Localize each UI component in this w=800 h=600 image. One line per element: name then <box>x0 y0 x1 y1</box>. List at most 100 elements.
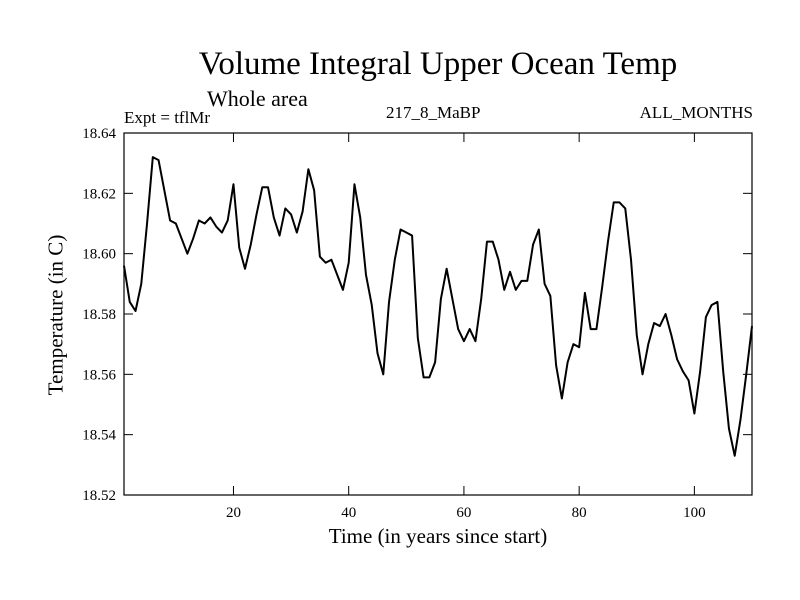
data-point <box>371 304 373 306</box>
data-point <box>641 373 644 375</box>
data-point <box>365 274 367 276</box>
data-point <box>543 283 546 285</box>
data-point <box>313 189 315 191</box>
y-tick-label: 18.56 <box>82 367 116 383</box>
data-point <box>647 343 649 345</box>
data-point <box>584 292 586 294</box>
data-points <box>123 156 753 457</box>
data-point <box>134 310 137 312</box>
data-point <box>186 253 188 255</box>
data-point <box>273 216 275 219</box>
data-point <box>215 225 217 228</box>
data-point <box>250 244 252 246</box>
y-axis-ticks: 18.52 18.54 18.56 18.58 18.60 18.62 18.64 <box>82 126 752 504</box>
data-point <box>538 228 540 231</box>
data-point <box>486 241 488 243</box>
data-point <box>549 295 551 297</box>
data-point <box>497 259 500 261</box>
data-point <box>734 455 736 457</box>
data-point <box>428 376 430 378</box>
data-point <box>624 207 626 210</box>
data-point <box>181 237 183 240</box>
data-point <box>290 213 292 216</box>
data-point <box>198 219 200 222</box>
data-point <box>376 352 379 354</box>
data-point <box>342 289 344 291</box>
data-point <box>348 262 350 264</box>
data-point <box>267 186 269 188</box>
data-point <box>693 412 695 415</box>
data-point <box>330 259 333 261</box>
data-point <box>653 322 655 324</box>
data-point <box>192 237 194 240</box>
data-point <box>463 340 465 342</box>
data-point <box>255 213 258 216</box>
data-point <box>204 222 206 225</box>
data-point <box>480 298 482 300</box>
data-point <box>578 346 580 348</box>
chart-subtitle: Whole area <box>207 86 308 111</box>
data-point <box>561 397 563 400</box>
data-point <box>664 313 667 315</box>
data-point <box>457 328 459 330</box>
data-point <box>636 334 638 336</box>
data-point <box>278 234 281 237</box>
data-point <box>745 373 747 375</box>
data-point <box>567 361 569 363</box>
data-point <box>492 241 494 243</box>
data-point <box>515 289 517 291</box>
y-tick-label: 18.62 <box>82 186 116 202</box>
data-point <box>175 222 177 225</box>
data-point <box>595 328 598 330</box>
data-point <box>123 265 125 267</box>
data-point <box>601 286 603 288</box>
data-point <box>509 271 511 273</box>
x-tick-label: 40 <box>341 505 356 521</box>
data-point <box>296 231 298 234</box>
data-point <box>221 231 223 234</box>
data-point <box>169 219 171 222</box>
data-point <box>307 168 309 170</box>
run-label: 217_8_MaBP <box>386 103 481 122</box>
y-tick-label: 18.54 <box>82 428 116 444</box>
data-point <box>140 283 142 285</box>
data-point <box>682 370 684 372</box>
data-point <box>302 210 304 213</box>
data-point <box>532 244 534 246</box>
data-point <box>705 316 707 318</box>
x-tick-label: 100 <box>683 505 706 521</box>
data-point <box>607 241 609 243</box>
data-point <box>238 247 240 249</box>
data-point <box>699 370 701 372</box>
data-point <box>728 428 730 430</box>
data-point <box>520 280 523 282</box>
data-point <box>613 201 615 203</box>
data-point <box>325 262 327 264</box>
data-point <box>227 219 229 222</box>
data-point <box>716 301 719 303</box>
plot-frame <box>123 132 753 496</box>
data-point <box>446 268 448 270</box>
x-tick-label: 80 <box>572 505 587 521</box>
data-point <box>382 373 384 375</box>
data-point <box>152 156 154 158</box>
data-point <box>209 216 212 219</box>
data-point <box>146 222 148 225</box>
data-point <box>590 328 592 330</box>
data-point <box>394 259 396 261</box>
data-point <box>129 301 131 303</box>
x-tick-label: 20 <box>226 505 241 521</box>
x-axis-label: Time (in years since start) <box>328 524 548 548</box>
data-point <box>417 337 419 339</box>
data-point <box>157 159 160 161</box>
data-point <box>451 298 453 300</box>
data-point <box>232 183 235 185</box>
data-point <box>388 301 390 303</box>
data-point <box>688 379 690 381</box>
data-point <box>630 259 632 261</box>
data-point <box>244 268 246 270</box>
experiment-label: Expt = tflMr <box>124 108 211 127</box>
data-point <box>618 201 621 203</box>
data-point <box>469 328 471 330</box>
